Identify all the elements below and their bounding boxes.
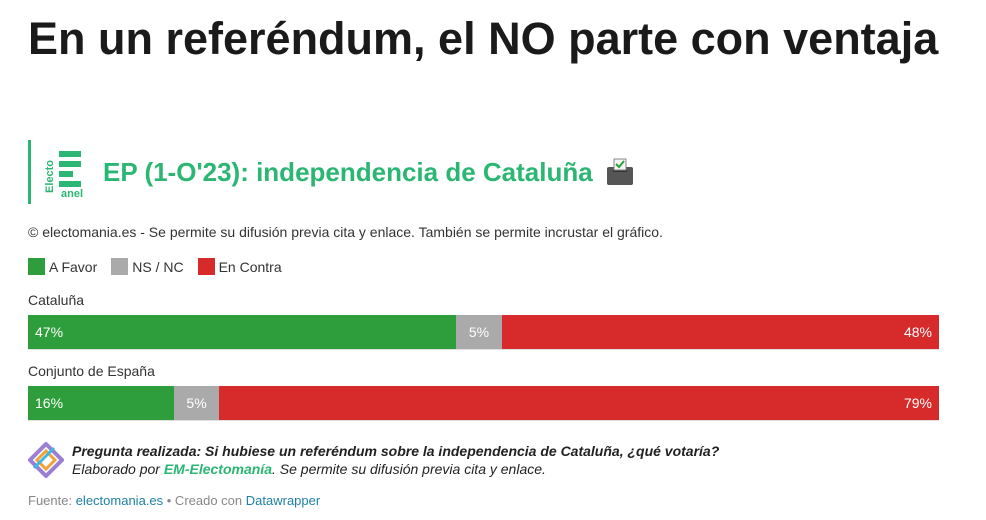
copyright-notes: © electomania.es - Se permite su difusió… <box>28 224 663 240</box>
ballot-box-icon <box>606 158 633 185</box>
chart-title: En un referéndum, el NO parte con ventaj… <box>28 13 939 64</box>
svg-text:Electo: Electo <box>44 160 56 193</box>
legend-label: En Contra <box>218 258 282 275</box>
subtitle-banner: Electo anel EP (1-O'23): independencia d… <box>28 140 731 204</box>
category-label: Cataluña <box>28 292 85 308</box>
value-label: 5% <box>468 324 490 340</box>
bar-segment: 16% <box>28 386 174 420</box>
legend-item: A Favor <box>28 258 97 275</box>
value-label: 79% <box>903 395 932 411</box>
legend-swatch <box>111 258 129 275</box>
value-label: 16% <box>35 395 64 411</box>
bar-segment: 48% <box>501 315 939 349</box>
value-label: 5% <box>186 395 207 411</box>
legend-item: En Contra <box>197 258 282 275</box>
legend-label: A Favor <box>49 258 98 275</box>
bar-segment: 79% <box>219 386 939 420</box>
bar-segment: 5% <box>173 386 220 420</box>
credit-line: Elaborado por EM-Electomanía. Se permite… <box>72 461 546 477</box>
chart-subtitle: EP (1-O'23): independencia de Cataluña <box>103 156 593 187</box>
bar-row: 47% 5% 48% <box>28 315 939 350</box>
value-label: 47% <box>35 324 64 340</box>
datawrapper-link[interactable]: Datawrapper <box>245 493 321 508</box>
svg-text:anel: anel <box>61 188 83 200</box>
bar-segment: 47% <box>28 315 457 349</box>
legend-swatch <box>28 258 45 275</box>
bar-segment: 5% <box>456 315 502 349</box>
value-label: 48% <box>903 324 932 340</box>
electopanel-logo: Electo anel <box>44 151 83 200</box>
source-link[interactable]: electomania.es <box>75 493 164 508</box>
legend-swatch <box>197 258 215 275</box>
category-label: Conjunto de España <box>28 363 155 379</box>
bar-row: 16% 5% 79% <box>28 386 939 421</box>
credit-brand: EM-Electomanía <box>163 461 272 477</box>
footer-credit: Pregunta realizada: Si hubiese un referé… <box>28 442 719 478</box>
legend-item: NS / NC <box>111 258 184 275</box>
legend-label: NS / NC <box>132 258 184 275</box>
survey-question: Pregunta realizada: Si hubiese un referé… <box>72 443 720 459</box>
source-line: Fuente: electomania.es • Creado con Data… <box>28 493 321 508</box>
electomania-logo <box>28 442 64 478</box>
chart-legend: A Favor NS / NC En Contra <box>28 258 296 275</box>
